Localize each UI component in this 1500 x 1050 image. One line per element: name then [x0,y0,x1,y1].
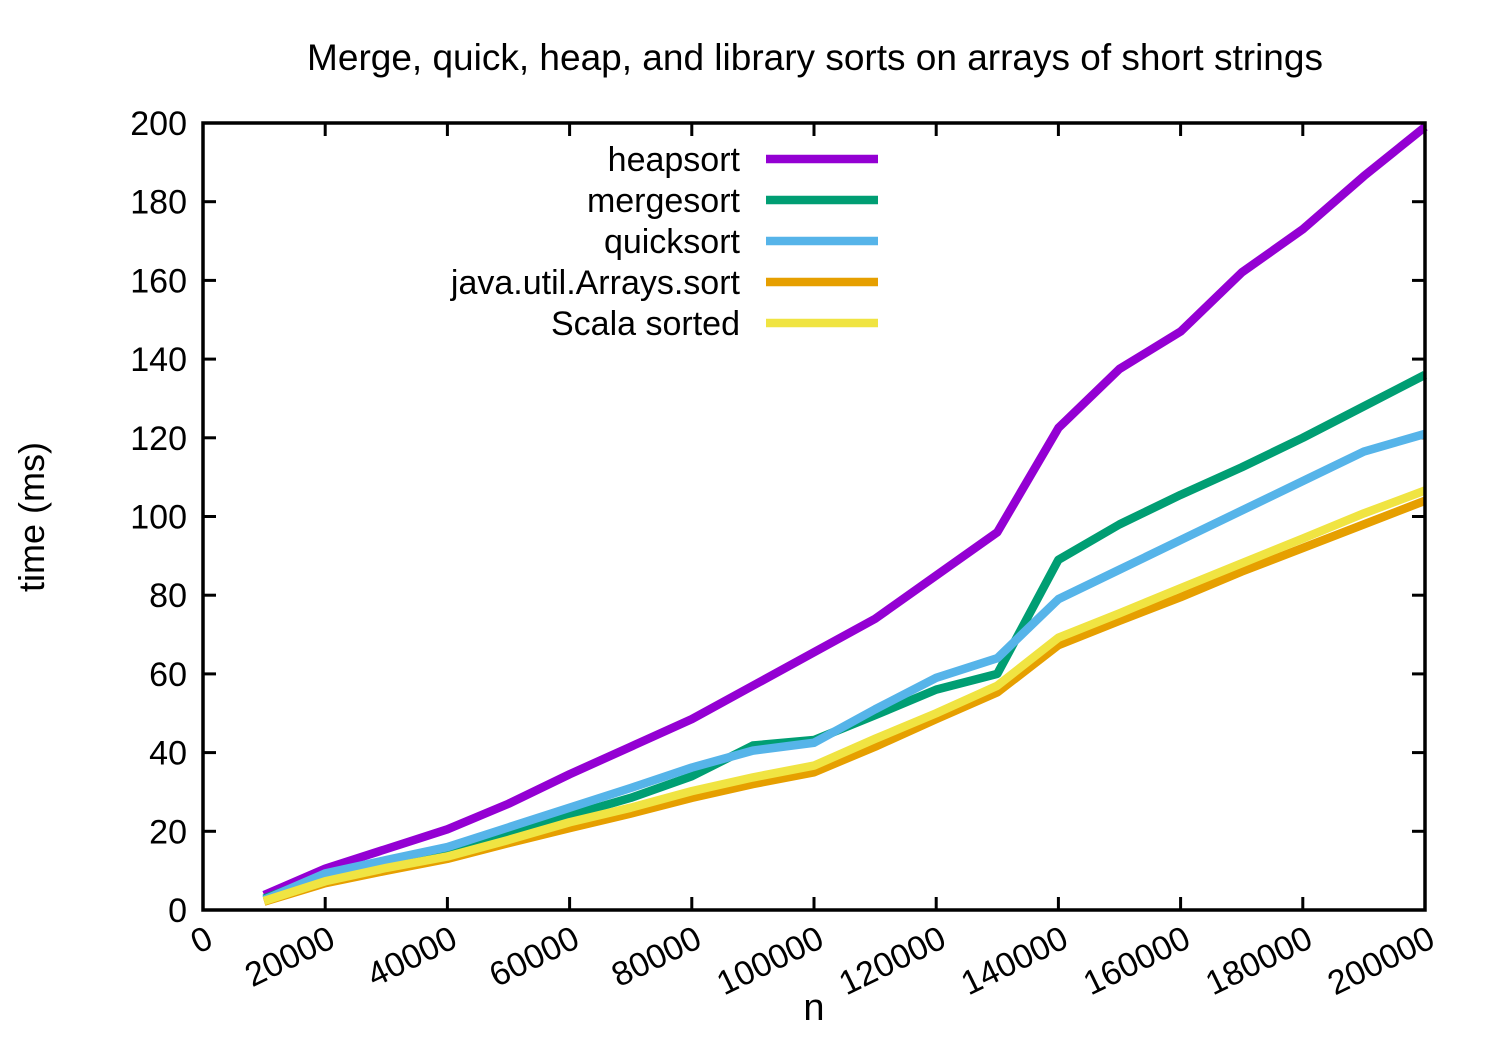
legend-label: quicksort [604,223,741,261]
legend-item: quicksort [604,223,878,261]
x-tick-label: 40000 [361,919,463,995]
y-tick-label: 60 [149,656,187,694]
y-tick-label: 140 [130,341,187,379]
legend-label: java.util.Arrays.sort [450,264,741,302]
series-line-heapsort [262,123,1428,899]
x-tick-label: 160000 [1077,919,1196,1003]
data-series [262,123,1428,906]
x-tick-label: 140000 [955,919,1074,1003]
x-tick-label: 200000 [1322,919,1441,1003]
x-tick-label: 80000 [606,919,708,995]
legend-label: mergesort [587,182,741,220]
legend-item: mergesort [587,182,878,220]
y-tick-label: 80 [149,577,187,615]
y-axis-label: time (ms) [11,442,52,592]
series-line-quicksort [262,429,1427,904]
legend-item: heapsort [608,141,878,179]
legend-item: Scala sorted [551,305,878,343]
x-tick-label: 120000 [833,919,952,1003]
y-tick-label: 0 [168,892,187,930]
y-tick-label: 40 [149,735,187,773]
x-tick-label: 0 [185,919,219,961]
y-tick-label: 20 [149,813,187,851]
chart-title: Merge, quick, heap, and library sorts on… [307,37,1323,78]
x-tick-label: 20000 [239,919,341,995]
x-axis-label: n [803,987,824,1029]
legend-label: heapsort [608,141,741,179]
y-tick-label: 180 [130,184,187,222]
plot-border [201,121,1427,912]
x-tick-label: 180000 [1200,919,1319,1003]
y-tick-label: 160 [130,262,187,300]
y-tick-label: 120 [130,420,187,458]
y-tick-label: 200 [130,105,187,143]
series-line-scala-sorted [262,486,1427,905]
legend: heapsortmergesortquicksortjava.util.Arra… [450,141,878,343]
x-tick-label: 60000 [483,919,585,995]
legend-item: java.util.Arrays.sort [450,264,878,302]
y-tick-label: 100 [130,499,187,537]
legend-label: Scala sorted [551,305,740,343]
